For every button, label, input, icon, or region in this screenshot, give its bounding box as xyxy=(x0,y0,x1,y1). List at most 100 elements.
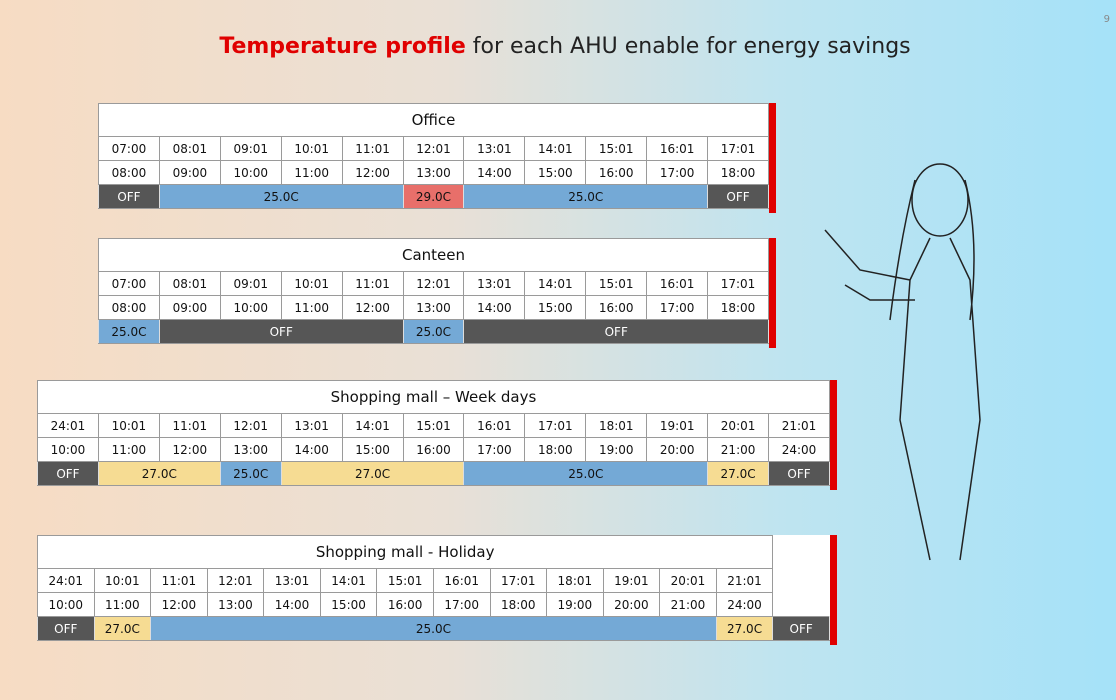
status-segment: OFF xyxy=(708,185,769,209)
end-time: 15:00 xyxy=(525,161,586,185)
start-time: 14:01 xyxy=(525,272,586,296)
end-time: 16:00 xyxy=(586,161,647,185)
status-segment: 27.0C xyxy=(94,617,151,641)
start-time: 12:01 xyxy=(220,414,281,438)
start-time: 16:01 xyxy=(647,137,708,161)
end-time: 24:00 xyxy=(716,593,773,617)
end-time: 09:00 xyxy=(159,161,220,185)
end-time: 11:00 xyxy=(281,296,342,320)
start-time: 17:01 xyxy=(490,569,547,593)
status-segment: 25.0C xyxy=(464,462,708,486)
end-time: 14:00 xyxy=(264,593,321,617)
slide: 9 Temperature profile for each AHU enabl… xyxy=(0,0,1116,700)
end-time: 24:00 xyxy=(769,438,830,462)
accent-bar xyxy=(769,238,776,348)
end-time: 18:00 xyxy=(490,593,547,617)
start-time: 12:01 xyxy=(403,272,464,296)
start-time: 14:01 xyxy=(525,137,586,161)
end-time: 18:00 xyxy=(708,296,769,320)
end-time: 13:00 xyxy=(207,593,264,617)
start-time: 14:01 xyxy=(320,569,377,593)
start-time: 21:01 xyxy=(769,414,830,438)
end-time: 12:00 xyxy=(342,296,403,320)
start-time: 18:01 xyxy=(547,569,604,593)
start-time: 21:01 xyxy=(716,569,773,593)
end-time: 09:00 xyxy=(159,296,220,320)
start-time: 13:01 xyxy=(464,272,525,296)
start-time: 08:01 xyxy=(159,272,220,296)
start-time: 16:01 xyxy=(647,272,708,296)
end-time: 19:00 xyxy=(547,593,604,617)
end-time: 18:00 xyxy=(708,161,769,185)
accent-bar xyxy=(830,535,837,645)
status-segment: 27.0C xyxy=(98,462,220,486)
start-time: 17:01 xyxy=(708,137,769,161)
slide-title: Temperature profile for each AHU enable … xyxy=(0,34,1116,59)
start-time: 13:01 xyxy=(281,414,342,438)
status-segment: 27.0C xyxy=(708,462,769,486)
start-time: 15:01 xyxy=(377,569,434,593)
end-time: 13:00 xyxy=(220,438,281,462)
start-time: 11:01 xyxy=(342,137,403,161)
end-time: 08:00 xyxy=(99,161,160,185)
start-time: 11:01 xyxy=(342,272,403,296)
end-time: 10:00 xyxy=(220,296,281,320)
start-time: 24:01 xyxy=(38,414,99,438)
end-time: 16:00 xyxy=(586,296,647,320)
end-time: 21:00 xyxy=(660,593,717,617)
start-time: 17:01 xyxy=(525,414,586,438)
start-time: 17:01 xyxy=(708,272,769,296)
accent-bar xyxy=(769,103,776,213)
start-time: 19:01 xyxy=(647,414,708,438)
end-time: 11:00 xyxy=(94,593,151,617)
end-time: 14:00 xyxy=(464,161,525,185)
start-time: 13:01 xyxy=(464,137,525,161)
start-time: 14:01 xyxy=(342,414,403,438)
table-title: Office xyxy=(99,104,769,137)
end-time: 17:00 xyxy=(433,593,490,617)
table-title: Canteen xyxy=(99,239,769,272)
end-time: 12:00 xyxy=(159,438,220,462)
presenter-figure xyxy=(820,120,1020,590)
status-segment: 27.0C xyxy=(281,462,464,486)
status-segment: 25.0C xyxy=(99,320,160,344)
end-time: 19:00 xyxy=(586,438,647,462)
title-row: Shopping mall – Week days xyxy=(38,381,830,414)
end-time: 20:00 xyxy=(603,593,660,617)
start-time: 12:01 xyxy=(403,137,464,161)
title-row: Office xyxy=(99,104,769,137)
end-time: 17:00 xyxy=(647,161,708,185)
end-time: 17:00 xyxy=(464,438,525,462)
end-time: 10:00 xyxy=(38,593,95,617)
title-rest: for each AHU enable for energy savings xyxy=(473,34,911,59)
end-time: 13:00 xyxy=(403,161,464,185)
start-time: 08:01 xyxy=(159,137,220,161)
start-time: 15:01 xyxy=(586,272,647,296)
status-segment: 25.0C xyxy=(403,320,464,344)
page-number: 9 xyxy=(1104,14,1110,25)
end-time: 13:00 xyxy=(403,296,464,320)
end-time: 11:00 xyxy=(98,438,159,462)
end-time: 15:00 xyxy=(320,593,377,617)
status-segment: OFF xyxy=(38,617,95,641)
end-time: 21:00 xyxy=(708,438,769,462)
end-time: 16:00 xyxy=(377,593,434,617)
status-segment: OFF xyxy=(773,617,830,641)
end-time: 10:00 xyxy=(38,438,99,462)
status-segment: 25.0C xyxy=(151,617,717,641)
start-time: 12:01 xyxy=(207,569,264,593)
start-time: 09:01 xyxy=(220,137,281,161)
end-time: 15:00 xyxy=(525,296,586,320)
